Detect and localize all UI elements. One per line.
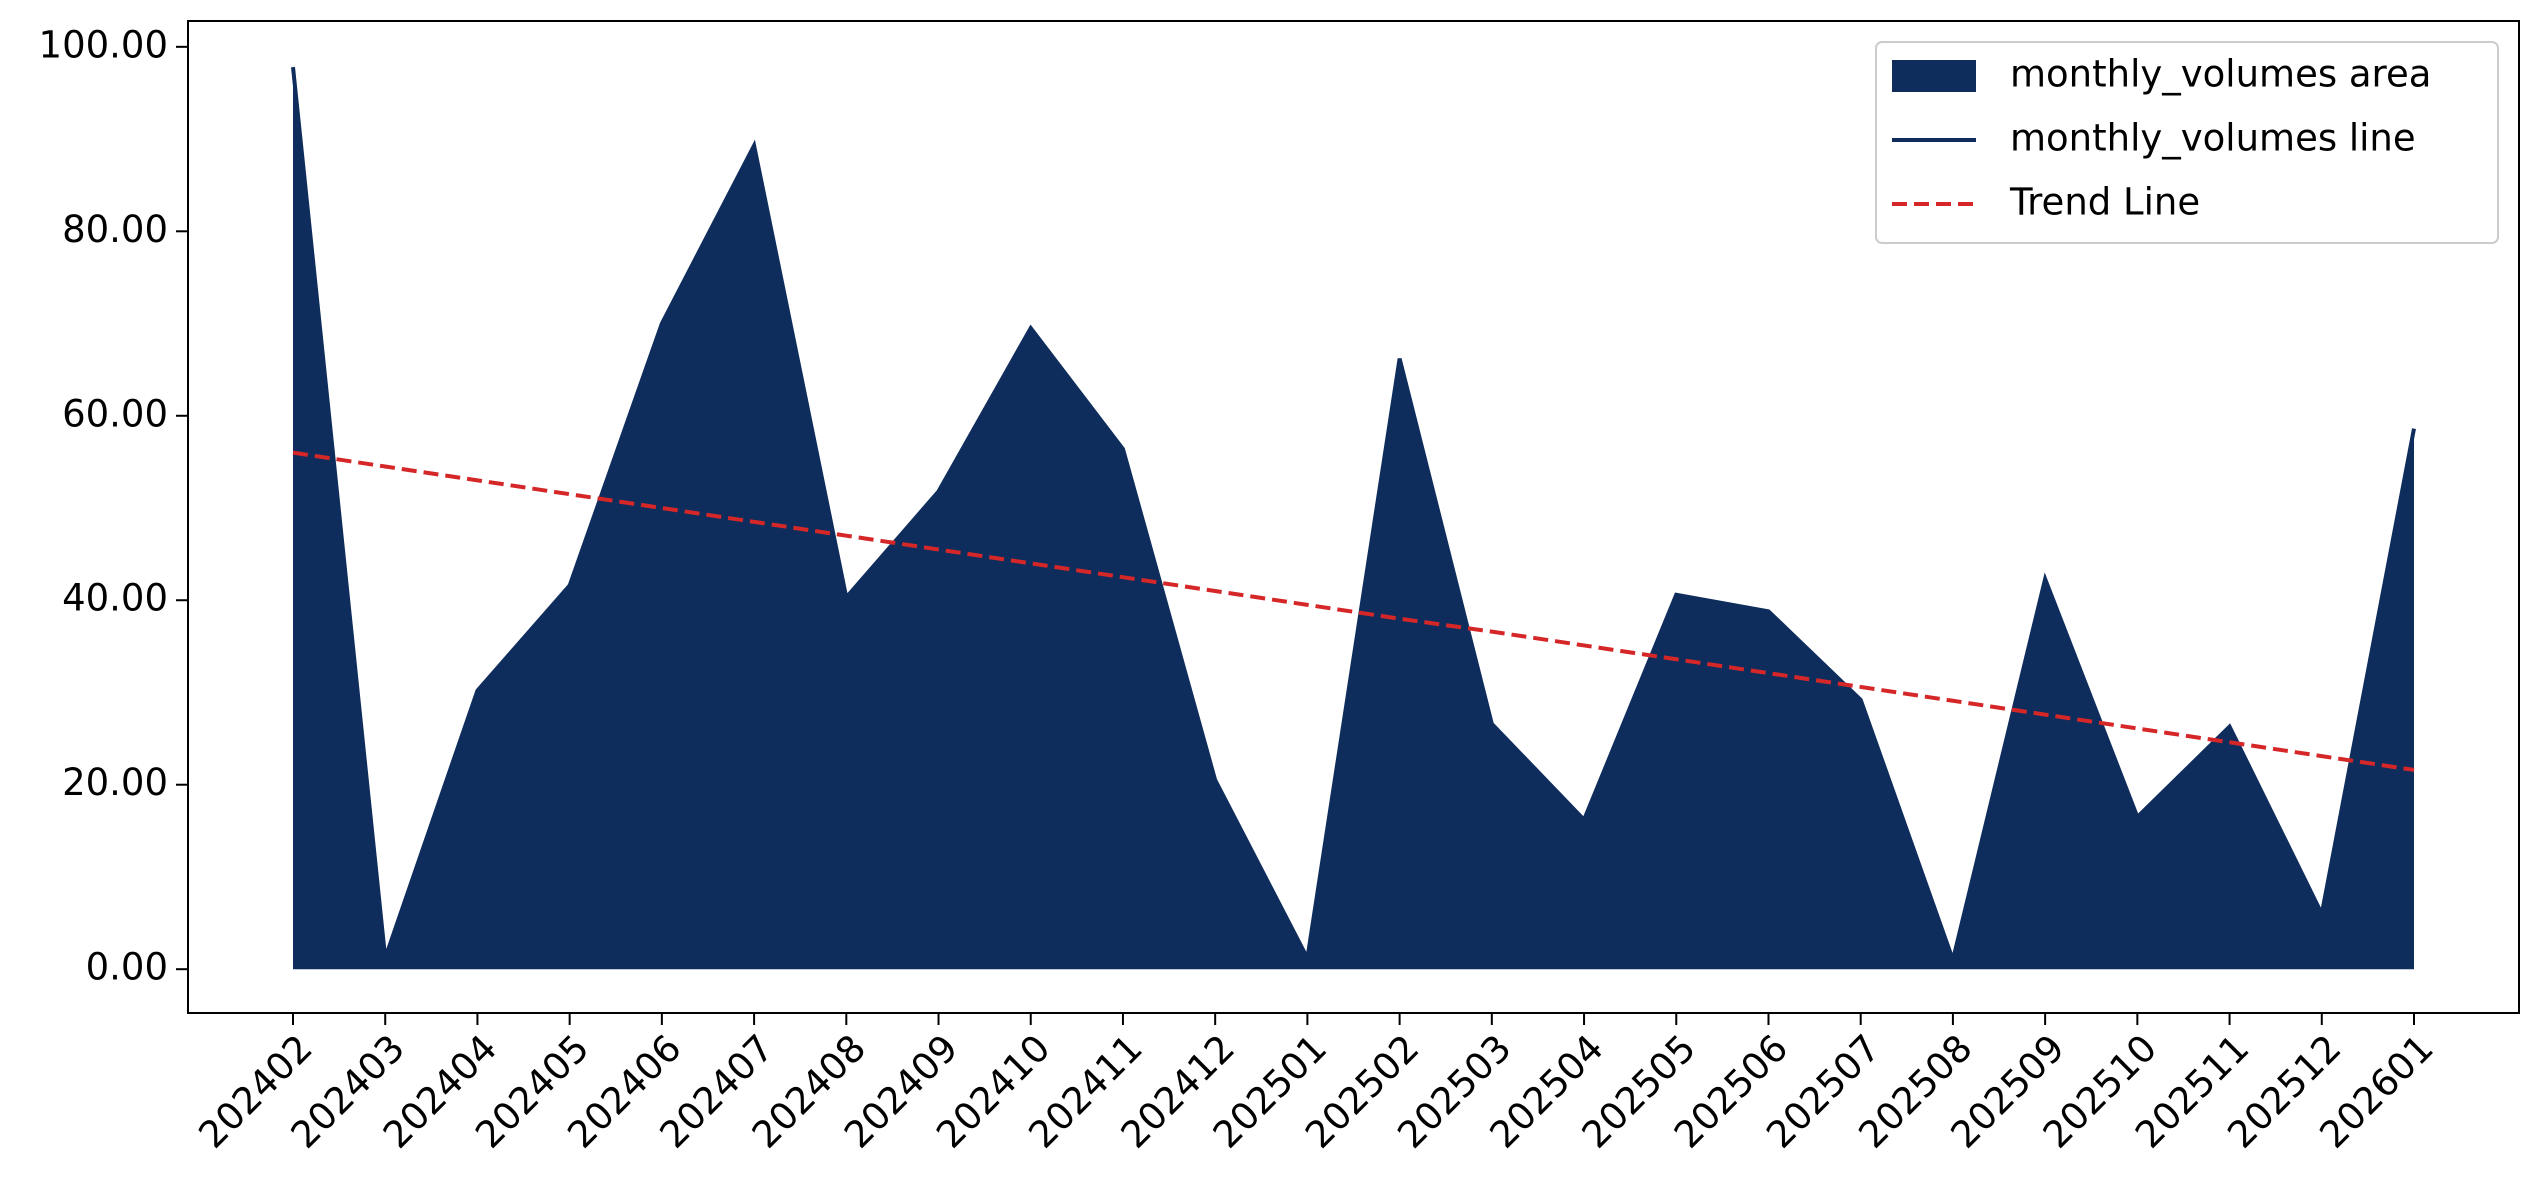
legend-label: monthly_volumes area <box>2010 53 2431 96</box>
legend-swatch <box>1892 60 1976 92</box>
legend: monthly_volumes area monthly_volumes line… <box>1875 41 2499 244</box>
line <box>291 66 2416 967</box>
plot-frame <box>187 20 2520 1014</box>
legend-label: Trend Line <box>2009 181 2200 224</box>
y-tick-label: 100.00 <box>39 23 168 66</box>
y-tick-label: 20.00 <box>62 761 168 804</box>
legend-box <box>1875 41 2499 244</box>
legend-label: monthly_volumes line <box>2010 117 2416 160</box>
y-tick-label: 0.00 <box>86 946 168 989</box>
area <box>293 67 2414 970</box>
y-tick-label: 80.00 <box>62 208 168 251</box>
y-tick-label: 40.00 <box>62 577 168 620</box>
y-tick-label: 60.00 <box>62 392 168 435</box>
trend-line <box>292 450 2415 772</box>
